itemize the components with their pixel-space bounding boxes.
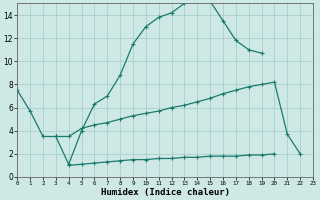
X-axis label: Humidex (Indice chaleur): Humidex (Indice chaleur) <box>101 188 230 197</box>
